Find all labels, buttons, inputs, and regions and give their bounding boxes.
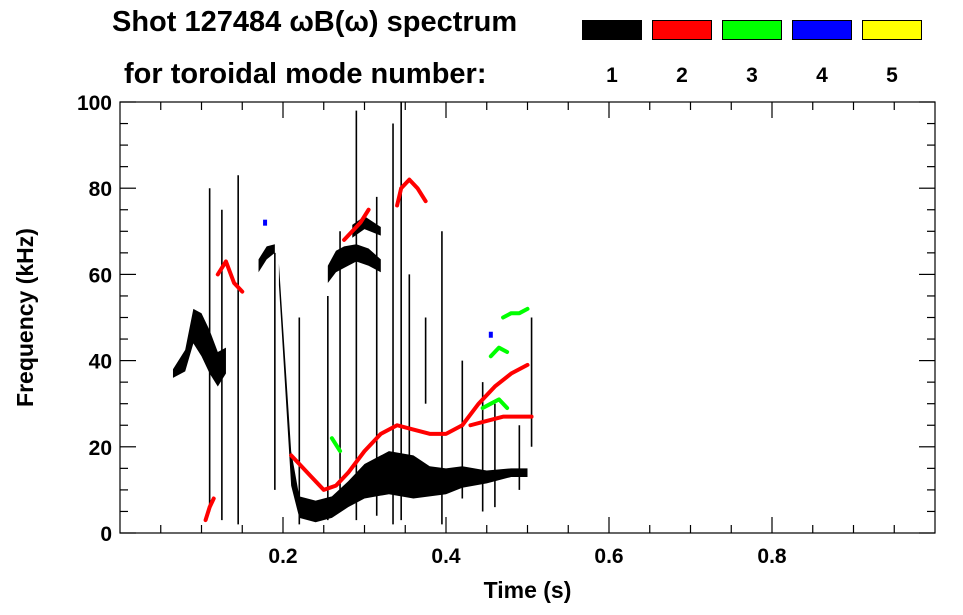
x-tick-label: 0.4 [431,545,461,568]
mode-2-line-11 [203,496,216,523]
axes-layer [119,101,936,534]
y-tick-label: 80 [89,178,112,201]
x-tick-label: 0.8 [757,545,787,568]
mode-3-line-15 [329,436,343,454]
mode-2-line-6 [215,259,245,294]
legend-label-mode-3: 3 [746,64,758,87]
mode-2-line-10 [395,177,428,208]
mode-1-band-0 [172,308,226,387]
mode-1-band-1 [278,263,528,523]
y-tick-label: 20 [89,437,112,460]
mode-2-line-9 [342,207,371,242]
labels-layer: 0 20 40 60 80 100 0.2 0.4 0.6 0.8 Time (s) Frequenc… [12,92,787,603]
x-tick-label: 0.6 [594,545,623,568]
data-layer [172,102,534,525]
legend-swatch-mode-2 [652,20,712,40]
mode-3-line-12 [480,397,510,411]
y-axis-label: Frequency (kHz) [12,228,38,407]
legend-swatch-mode-3 [722,20,782,40]
mode-4-dot-0 [263,219,268,226]
y-tick-label: 60 [89,264,112,287]
legend-swatch-mode-4 [792,20,852,40]
legend-label-mode-4: 4 [816,64,828,87]
y-tick-label: 40 [89,351,112,374]
mode-2-line-7 [289,362,530,492]
legend-swatch-mode-5 [862,20,922,40]
legend-label-mode-2: 2 [676,64,688,87]
x-tick-label: 0.2 [268,545,297,568]
legend-label-mode-1: 1 [606,64,618,87]
y-tick-label: 100 [77,92,112,115]
x-axis-label: Time (s) [484,577,572,603]
mode-3-line-13 [488,345,510,359]
chart-title-line1: Shot 127484 ωB(ω) spectrum [112,6,518,38]
mode-3-line-14 [501,306,530,320]
y-tick-label: 0 [100,523,112,546]
mode-1-band-3 [258,244,275,273]
legend-label-mode-5: 5 [886,64,898,87]
legend-swatch-mode-1 [582,20,642,40]
mode-2-line-8 [468,414,534,428]
mode-1-band-2 [327,244,381,284]
chart-title-line2: for toroidal mode number: [124,58,487,90]
mode-4-dot-1 [488,331,493,338]
